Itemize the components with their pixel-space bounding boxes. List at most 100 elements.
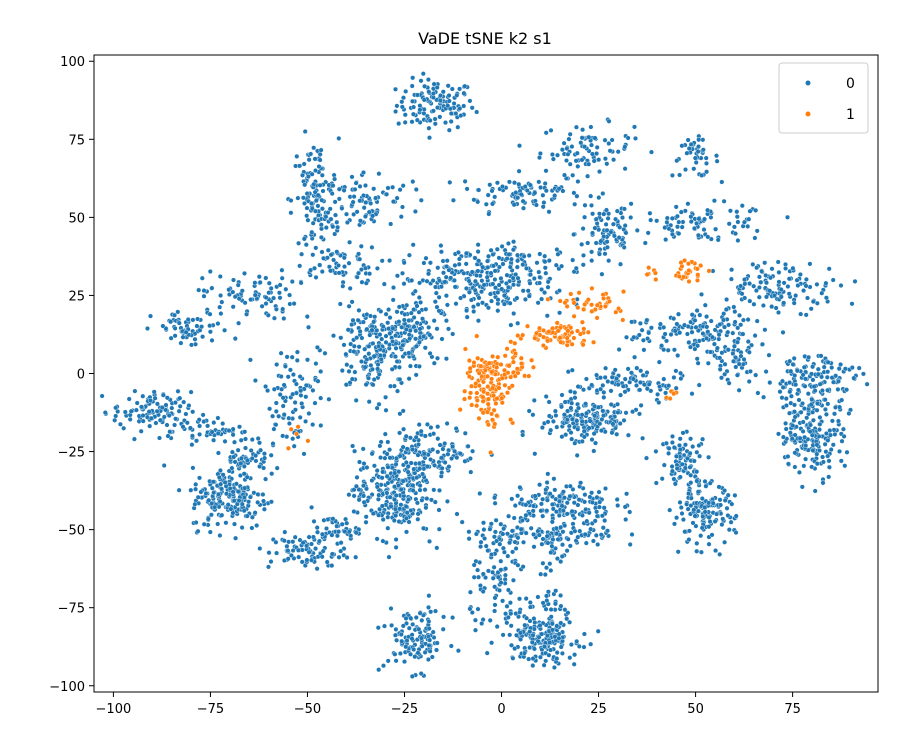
scatter-point [495, 308, 501, 314]
scatter-point [696, 443, 702, 449]
scatter-point [397, 506, 403, 512]
scatter-point [610, 421, 616, 427]
scatter-point [447, 179, 453, 185]
scatter-point [599, 271, 605, 277]
scatter-point [677, 447, 683, 453]
scatter-point [609, 430, 615, 436]
scatter-point [604, 244, 610, 250]
scatter-point [427, 648, 433, 654]
scatter-point [192, 501, 198, 507]
scatter-point [342, 264, 348, 270]
scatter-point [548, 647, 554, 653]
scatter-point [687, 450, 693, 456]
scatter-point [495, 297, 501, 303]
scatter-point [543, 394, 549, 400]
scatter-point [817, 381, 823, 387]
scatter-point [413, 615, 419, 621]
scatter-point [562, 300, 568, 306]
scatter-point [166, 413, 172, 419]
scatter-point [620, 383, 626, 389]
scatter-point [511, 282, 517, 288]
scatter-point [311, 145, 317, 151]
scatter-point [833, 404, 839, 410]
scatter-point [572, 652, 578, 658]
scatter-point [526, 373, 532, 379]
scatter-point [759, 268, 765, 274]
scatter-point [415, 650, 421, 656]
scatter-point [315, 192, 321, 198]
scatter-point [695, 360, 701, 366]
scatter-point [574, 452, 580, 458]
scatter-point [356, 251, 362, 257]
x-tick-label: −75 [197, 702, 224, 717]
scatter-point [731, 304, 737, 310]
scatter-point [290, 436, 296, 442]
scatter-point [269, 471, 275, 477]
scatter-point [622, 144, 628, 150]
scatter-point [335, 224, 341, 230]
scatter-point [173, 416, 179, 422]
scatter-point [570, 486, 576, 492]
scatter-point [188, 342, 194, 348]
scatter-point [572, 390, 578, 396]
scatter-point [435, 424, 441, 430]
scatter-point [691, 458, 697, 464]
scatter-point [430, 278, 436, 284]
scatter-point [518, 526, 524, 532]
scatter-point [302, 128, 308, 134]
scatter-point [856, 365, 862, 371]
scatter-point [416, 422, 422, 428]
scatter-point [614, 497, 620, 503]
scatter-point [223, 491, 229, 497]
scatter-point [674, 158, 680, 164]
scatter-point [545, 589, 551, 595]
scatter-point [622, 166, 628, 172]
scatter-point [653, 480, 659, 486]
scatter-point [396, 319, 402, 325]
scatter-point [572, 528, 578, 534]
scatter-point [146, 409, 152, 415]
scatter-point [826, 464, 832, 470]
scatter-point [588, 193, 594, 199]
scatter-point [353, 554, 359, 560]
scatter-point [807, 261, 813, 267]
scatter-point [492, 421, 498, 427]
scatter-point [364, 465, 370, 471]
scatter-point [228, 506, 234, 512]
scatter-point [766, 352, 772, 358]
scatter-point [546, 209, 552, 215]
scatter-point [787, 380, 793, 386]
scatter-point [435, 355, 441, 361]
scatter-point [468, 469, 474, 475]
scatter-point [714, 511, 720, 517]
scatter-point [215, 521, 221, 527]
scatter-point [408, 508, 414, 514]
scatter-point [475, 249, 481, 255]
scatter-point [780, 378, 786, 384]
scatter-point [231, 498, 237, 504]
scatter-point [426, 604, 432, 610]
scatter-point [676, 231, 682, 237]
scatter-point [666, 445, 672, 451]
scatter-point [474, 333, 480, 339]
scatter-point [451, 100, 457, 106]
scatter-point [443, 318, 449, 324]
scatter-point [704, 160, 710, 166]
scatter-point [467, 395, 473, 401]
scatter-point [392, 470, 398, 476]
scatter-point [571, 313, 577, 319]
scatter-point [542, 253, 548, 259]
scatter-point [581, 428, 587, 434]
scatter-point [606, 140, 612, 146]
scatter-point [277, 295, 283, 301]
scatter-point [588, 641, 594, 647]
scatter-point [638, 402, 644, 408]
scatter-point [393, 461, 399, 467]
scatter-point [728, 519, 734, 525]
scatter-point [527, 280, 533, 286]
scatter-point [342, 529, 348, 535]
scatter-point [236, 296, 242, 302]
scatter-point [732, 309, 738, 315]
scatter-point [803, 443, 809, 449]
scatter-point [476, 574, 482, 580]
